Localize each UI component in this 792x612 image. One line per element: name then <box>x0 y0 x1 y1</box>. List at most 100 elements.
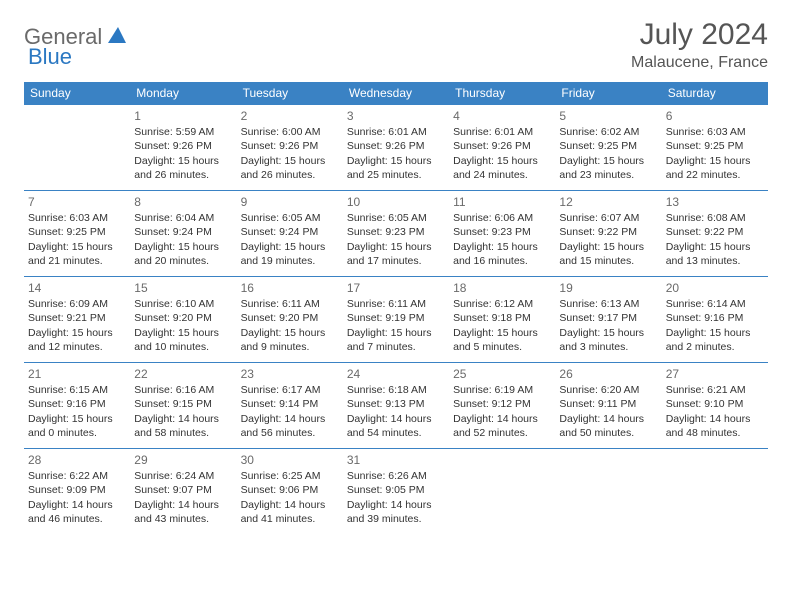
daylight-text: Daylight: 15 hours <box>559 154 657 168</box>
day-number: 17 <box>347 280 445 296</box>
calendar-day-cell: 2Sunrise: 6:00 AMSunset: 9:26 PMDaylight… <box>237 105 343 191</box>
calendar-day-cell: 20Sunrise: 6:14 AMSunset: 9:16 PMDayligh… <box>662 277 768 363</box>
sunset-text: Sunset: 9:12 PM <box>453 397 551 411</box>
weekday-header: Tuesday <box>237 82 343 105</box>
daylight-text: Daylight: 15 hours <box>347 154 445 168</box>
day-number: 13 <box>666 194 764 210</box>
day-number: 18 <box>453 280 551 296</box>
weekday-header: Monday <box>130 82 236 105</box>
sunrise-text: Sunrise: 6:19 AM <box>453 383 551 397</box>
daylight-text: Daylight: 15 hours <box>241 154 339 168</box>
daylight-text: Daylight: 14 hours <box>347 412 445 426</box>
daylight-text: Daylight: 15 hours <box>28 326 126 340</box>
sunrise-text: Sunrise: 6:01 AM <box>347 125 445 139</box>
sunrise-text: Sunrise: 6:15 AM <box>28 383 126 397</box>
sunset-text: Sunset: 9:24 PM <box>134 225 232 239</box>
daylight-text: Daylight: 15 hours <box>28 412 126 426</box>
daylight-text: and 48 minutes. <box>666 426 764 440</box>
daylight-text: and 7 minutes. <box>347 340 445 354</box>
calendar-day-cell: 10Sunrise: 6:05 AMSunset: 9:23 PMDayligh… <box>343 191 449 277</box>
calendar-day-cell: 6Sunrise: 6:03 AMSunset: 9:25 PMDaylight… <box>662 105 768 191</box>
daylight-text: Daylight: 14 hours <box>134 412 232 426</box>
daylight-text: and 12 minutes. <box>28 340 126 354</box>
day-number: 6 <box>666 108 764 124</box>
sunrise-text: Sunrise: 6:17 AM <box>241 383 339 397</box>
daylight-text: and 17 minutes. <box>347 254 445 268</box>
sunrise-text: Sunrise: 6:25 AM <box>241 469 339 483</box>
sunrise-text: Sunrise: 5:59 AM <box>134 125 232 139</box>
calendar-week-row: 7Sunrise: 6:03 AMSunset: 9:25 PMDaylight… <box>24 191 768 277</box>
sunrise-text: Sunrise: 6:11 AM <box>347 297 445 311</box>
daylight-text: Daylight: 14 hours <box>28 498 126 512</box>
weekday-row: SundayMondayTuesdayWednesdayThursdayFrid… <box>24 82 768 105</box>
calendar-day-cell: 15Sunrise: 6:10 AMSunset: 9:20 PMDayligh… <box>130 277 236 363</box>
sunrise-text: Sunrise: 6:11 AM <box>241 297 339 311</box>
daylight-text: and 50 minutes. <box>559 426 657 440</box>
calendar-week-row: 1Sunrise: 5:59 AMSunset: 9:26 PMDaylight… <box>24 105 768 191</box>
daylight-text: Daylight: 15 hours <box>241 240 339 254</box>
calendar-week-row: 21Sunrise: 6:15 AMSunset: 9:16 PMDayligh… <box>24 363 768 449</box>
daylight-text: and 23 minutes. <box>559 168 657 182</box>
daylight-text: Daylight: 15 hours <box>559 240 657 254</box>
calendar-day-cell: 21Sunrise: 6:15 AMSunset: 9:16 PMDayligh… <box>24 363 130 449</box>
day-number: 16 <box>241 280 339 296</box>
day-number: 28 <box>28 452 126 468</box>
sunset-text: Sunset: 9:25 PM <box>28 225 126 239</box>
daylight-text: Daylight: 14 hours <box>241 498 339 512</box>
daylight-text: and 10 minutes. <box>134 340 232 354</box>
sunset-text: Sunset: 9:06 PM <box>241 483 339 497</box>
sunrise-text: Sunrise: 6:26 AM <box>347 469 445 483</box>
sunset-text: Sunset: 9:16 PM <box>666 311 764 325</box>
sunset-text: Sunset: 9:25 PM <box>666 139 764 153</box>
daylight-text: and 25 minutes. <box>347 168 445 182</box>
sunset-text: Sunset: 9:26 PM <box>241 139 339 153</box>
sunset-text: Sunset: 9:15 PM <box>134 397 232 411</box>
daylight-text: and 56 minutes. <box>241 426 339 440</box>
day-number: 11 <box>453 194 551 210</box>
daylight-text: Daylight: 15 hours <box>666 326 764 340</box>
daylight-text: and 22 minutes. <box>666 168 764 182</box>
sunset-text: Sunset: 9:05 PM <box>347 483 445 497</box>
calendar-day-cell: 29Sunrise: 6:24 AMSunset: 9:07 PMDayligh… <box>130 449 236 535</box>
calendar-week-row: 28Sunrise: 6:22 AMSunset: 9:09 PMDayligh… <box>24 449 768 535</box>
sunset-text: Sunset: 9:16 PM <box>28 397 126 411</box>
daylight-text: Daylight: 14 hours <box>559 412 657 426</box>
sunset-text: Sunset: 9:19 PM <box>347 311 445 325</box>
daylight-text: Daylight: 15 hours <box>28 240 126 254</box>
day-number: 12 <box>559 194 657 210</box>
weekday-header: Thursday <box>449 82 555 105</box>
day-number: 19 <box>559 280 657 296</box>
calendar-day-cell: 13Sunrise: 6:08 AMSunset: 9:22 PMDayligh… <box>662 191 768 277</box>
sunrise-text: Sunrise: 6:10 AM <box>134 297 232 311</box>
weekday-header: Sunday <box>24 82 130 105</box>
calendar-body: 1Sunrise: 5:59 AMSunset: 9:26 PMDaylight… <box>24 105 768 535</box>
sunset-text: Sunset: 9:22 PM <box>666 225 764 239</box>
daylight-text: Daylight: 15 hours <box>134 326 232 340</box>
calendar-day-cell: 25Sunrise: 6:19 AMSunset: 9:12 PMDayligh… <box>449 363 555 449</box>
calendar-day-cell: 26Sunrise: 6:20 AMSunset: 9:11 PMDayligh… <box>555 363 661 449</box>
weekday-header: Wednesday <box>343 82 449 105</box>
title-block: July 2024 Malaucene, France <box>631 18 768 72</box>
sunset-text: Sunset: 9:20 PM <box>134 311 232 325</box>
calendar-day-cell: 31Sunrise: 6:26 AMSunset: 9:05 PMDayligh… <box>343 449 449 535</box>
month-title: July 2024 <box>631 18 768 52</box>
calendar-day-cell: 24Sunrise: 6:18 AMSunset: 9:13 PMDayligh… <box>343 363 449 449</box>
day-number: 15 <box>134 280 232 296</box>
daylight-text: Daylight: 15 hours <box>559 326 657 340</box>
sunrise-text: Sunrise: 6:01 AM <box>453 125 551 139</box>
calendar-day-cell: 7Sunrise: 6:03 AMSunset: 9:25 PMDaylight… <box>24 191 130 277</box>
sunset-text: Sunset: 9:10 PM <box>666 397 764 411</box>
day-number: 31 <box>347 452 445 468</box>
day-number: 2 <box>241 108 339 124</box>
sunset-text: Sunset: 9:14 PM <box>241 397 339 411</box>
sunrise-text: Sunrise: 6:03 AM <box>666 125 764 139</box>
sunset-text: Sunset: 9:22 PM <box>559 225 657 239</box>
daylight-text: and 2 minutes. <box>666 340 764 354</box>
sunrise-text: Sunrise: 6:03 AM <box>28 211 126 225</box>
calendar-day-cell: 23Sunrise: 6:17 AMSunset: 9:14 PMDayligh… <box>237 363 343 449</box>
sunset-text: Sunset: 9:25 PM <box>559 139 657 153</box>
daylight-text: Daylight: 15 hours <box>347 240 445 254</box>
calendar-day-cell: 9Sunrise: 6:05 AMSunset: 9:24 PMDaylight… <box>237 191 343 277</box>
calendar-day-cell: 1Sunrise: 5:59 AMSunset: 9:26 PMDaylight… <box>130 105 236 191</box>
calendar-day-cell: 27Sunrise: 6:21 AMSunset: 9:10 PMDayligh… <box>662 363 768 449</box>
